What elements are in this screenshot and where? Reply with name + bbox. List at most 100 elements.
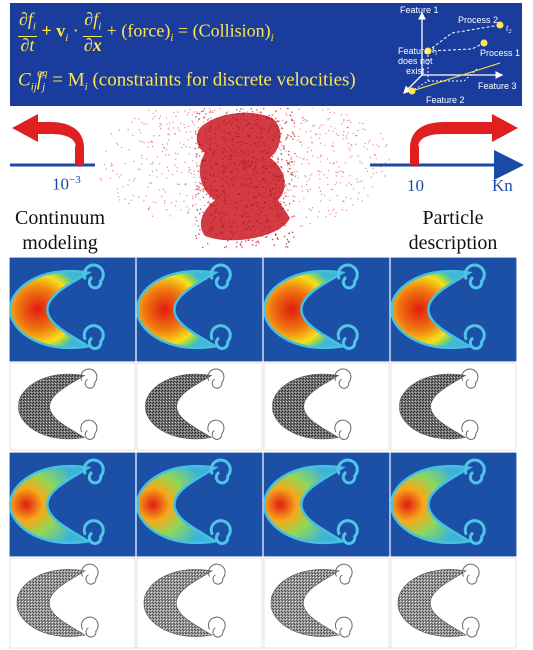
scatter-particle: [151, 170, 154, 172]
scatter-particle: [166, 166, 169, 168]
scatter-particle: [276, 157, 279, 159]
scatter-particle: [293, 163, 295, 166]
continuum-modeling-label: Continuum modeling: [14, 207, 105, 254]
scatter-particle: [150, 163, 152, 165]
scatter-particle: [197, 225, 200, 227]
scatter-particle: [195, 162, 197, 164]
scatter-particle: [245, 228, 247, 231]
scatter-particle: [156, 156, 159, 158]
scatter-particle: [215, 163, 218, 166]
scatter-particle: [237, 129, 240, 131]
scatter-particle: [247, 135, 250, 137]
boltzmann-equation: ∂fi ∂t + vi · ∂fi ∂x + (force)i = (Colli…: [18, 9, 274, 55]
scatter-particle: [166, 177, 168, 179]
scatter-particle: [288, 135, 290, 137]
t2-label: t2: [506, 23, 512, 35]
scatter-particle: [298, 135, 300, 138]
scatter-particle: [138, 196, 140, 198]
scatter-particle: [270, 158, 273, 161]
scatter-particle: [295, 175, 297, 177]
scatter-particle: [225, 167, 227, 170]
scatter-particle: [183, 123, 185, 126]
scatter-particle: [296, 170, 298, 173]
vortex-spiral: [463, 458, 486, 485]
scatter-particle: [303, 157, 305, 160]
density-contour: [136, 269, 219, 350]
scatter-particle: [247, 153, 249, 155]
scatter-particle: [180, 122, 182, 125]
scatter-particle: [196, 220, 198, 222]
scatter-particle: [238, 126, 240, 128]
scatter-particle: [245, 169, 247, 171]
scatter-particle: [253, 225, 255, 228]
scatter-particle: [132, 194, 135, 197]
scatter-particle: [320, 193, 323, 195]
scatter-particle: [345, 135, 348, 137]
scatter-particle: [212, 198, 214, 200]
scatter-particle: [198, 164, 201, 167]
scatter-particle: [145, 158, 148, 160]
scatter-particle: [191, 197, 194, 200]
vortex-spiral: [80, 616, 99, 638]
scatter-particle: [246, 206, 249, 208]
scatter-particle: [300, 185, 303, 188]
scatter-particle: [239, 110, 241, 113]
scatter-particle: [361, 200, 363, 202]
scatter-particle: [310, 209, 312, 211]
scatter-particle: [149, 174, 151, 176]
scatter-particle: [279, 108, 282, 110]
scatter-particle: [299, 141, 301, 143]
scatter-particle: [209, 194, 212, 197]
vortex-spiral: [82, 458, 105, 485]
scatter-particle: [213, 180, 216, 182]
vortex-spiral: [209, 324, 232, 350]
scatter-particle: [217, 124, 220, 126]
scatter-particle: [265, 214, 267, 216]
scatter-particle: [197, 188, 200, 191]
vortex-spiral: [334, 563, 353, 585]
scatter-particle: [255, 219, 257, 222]
scatter-particle: [195, 111, 198, 113]
scatter-particle: [168, 129, 171, 131]
particle-distribution: [270, 569, 341, 637]
scatter-particle: [340, 114, 343, 116]
scatter-particle: [254, 123, 257, 126]
scatter-particle: [211, 111, 214, 113]
scatter-particle: [258, 193, 260, 196]
scatter-particle: [336, 194, 338, 197]
scatter-particle: [237, 135, 240, 138]
scatter-particle: [305, 131, 307, 133]
scatter-particle: [372, 173, 375, 175]
scatter-particle: [225, 166, 227, 168]
scatter-particle: [274, 117, 277, 120]
scatter-particle: [283, 180, 285, 182]
scatter-particle: [226, 181, 229, 184]
scatter-particle: [116, 173, 118, 175]
scatter-particle: [249, 228, 252, 230]
scatter-particle: [152, 112, 154, 114]
process1-label: Process 1: [480, 48, 520, 58]
scatter-particle: [259, 136, 262, 139]
scatter-particle: [290, 173, 293, 176]
left-red-arrow: [12, 114, 84, 148]
scatter-particle: [274, 204, 277, 207]
scatter-particle: [105, 150, 107, 152]
scatter-particle: [124, 198, 126, 200]
scatter-particle: [312, 125, 314, 127]
scatter-particle: [251, 110, 254, 113]
scatter-particle: [366, 170, 368, 172]
scatter-particle: [176, 167, 178, 169]
scatter-particle: [332, 130, 334, 133]
scatter-particle: [256, 186, 259, 189]
scatter-particle: [280, 149, 282, 151]
scatter-particle: [277, 161, 279, 164]
scatter-particle: [343, 119, 345, 121]
scatter-particle: [189, 130, 192, 133]
scatter-particle: [356, 181, 359, 183]
scatter-particle: [187, 211, 189, 213]
scatter-particle: [147, 141, 150, 144]
scatter-particle: [262, 165, 264, 168]
scatter-particle: [346, 114, 348, 116]
scatter-particle: [236, 168, 239, 171]
scatter-particle: [211, 153, 214, 155]
